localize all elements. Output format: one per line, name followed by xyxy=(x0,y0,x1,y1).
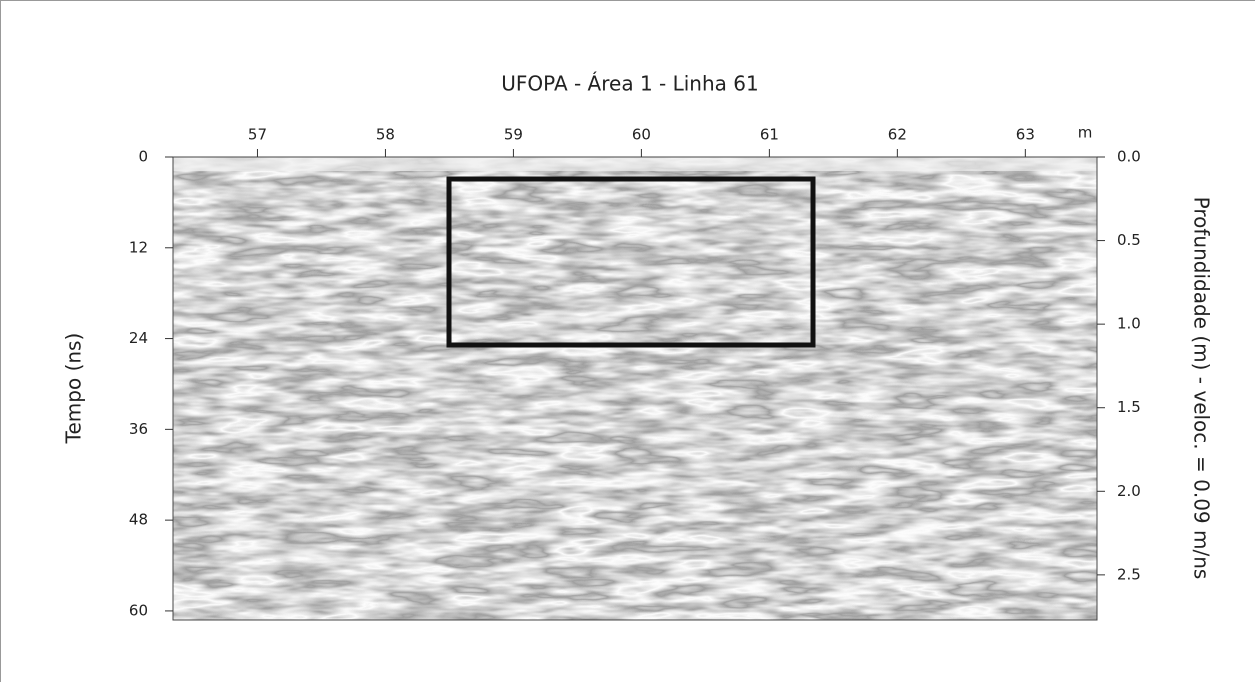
x-tick-label: 62 xyxy=(888,126,907,144)
radargram-image xyxy=(173,157,1097,620)
x-tick-label: 57 xyxy=(248,126,267,144)
y2-tick-label: 0.5 xyxy=(1117,231,1141,249)
x-tick-label: 60 xyxy=(632,126,651,144)
surface-band xyxy=(173,157,1097,171)
y-tick-label: 60 xyxy=(129,601,148,619)
y2-tick-label: 1.5 xyxy=(1117,398,1141,416)
y-axis-title: Tempo (ns) xyxy=(62,333,86,445)
highlight-box xyxy=(446,176,816,348)
x-tick-label: 58 xyxy=(376,126,395,144)
y-tick-label: 36 xyxy=(129,420,148,438)
y2-axis-title: Profundidade (m) - veloc. = 0.09 m/ns xyxy=(1190,197,1214,580)
y2-tick-label: 2.5 xyxy=(1117,565,1141,583)
x-tick-label: 59 xyxy=(504,126,523,144)
y2-tick-label: 1.0 xyxy=(1117,315,1141,333)
x-axis-unit: m xyxy=(1078,124,1093,142)
y-tick-label: 48 xyxy=(129,511,148,529)
y-tick-label: 12 xyxy=(129,238,148,256)
chart-title: UFOPA - Área 1 - Linha 61 xyxy=(501,72,758,96)
x-tick-label: 63 xyxy=(1016,126,1035,144)
x-tick-label: 61 xyxy=(760,126,779,144)
y2-tick-label: 0.0 xyxy=(1117,148,1141,166)
y2-tick-label: 2.0 xyxy=(1117,482,1141,500)
y-tick-label: 0 xyxy=(138,148,148,166)
plot-border xyxy=(172,156,1098,621)
y-tick-label: 24 xyxy=(129,329,148,347)
